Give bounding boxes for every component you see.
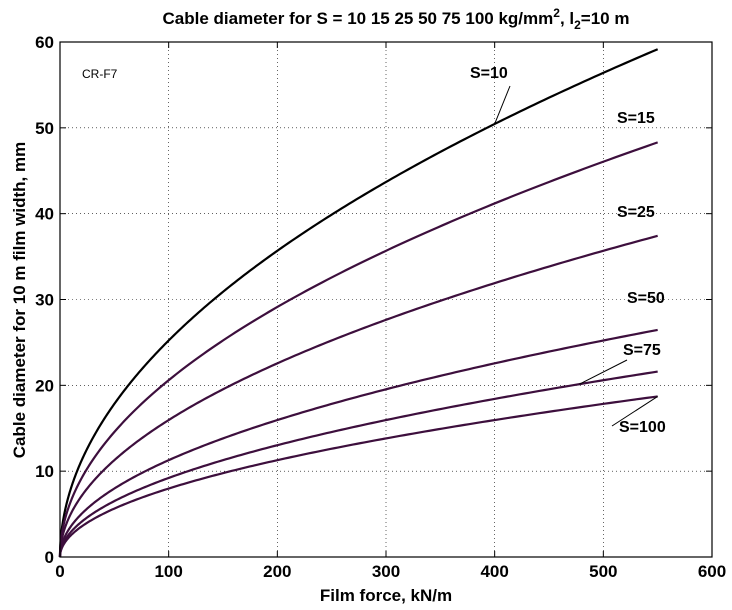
series-label-s-25: S=25 (617, 204, 655, 221)
series-line-s-10 (58, 48, 659, 558)
x-tick-label: 500 (589, 562, 617, 581)
y-tick-label: 50 (35, 119, 54, 138)
series-label-s-50: S=50 (627, 290, 665, 307)
series-label-s-100: S=100 (619, 419, 666, 436)
series-line-s-100 (58, 395, 658, 558)
leader-line-s-10 (494, 85, 511, 125)
x-tick-label: 400 (480, 562, 508, 581)
grid (60, 42, 712, 557)
x-tick-label: 200 (263, 562, 291, 581)
series-line-s-15 (58, 141, 659, 558)
y-axis-label: Cable diameter for 10 m film width, mm (10, 142, 29, 458)
leader-line-s-75 (579, 359, 628, 385)
series-label-s-10: S=10 (470, 65, 508, 82)
x-tick-label: 0 (55, 562, 64, 581)
figure-annotation: CR-F7 (82, 67, 118, 81)
series-line-s-75 (58, 370, 658, 558)
y-tick-label: 0 (45, 548, 54, 567)
leader-line-s-100 (611, 396, 658, 427)
y-tick-label: 30 (35, 291, 54, 310)
chart-title: Cable diameter for S = 10 15 25 50 75 10… (163, 6, 630, 32)
x-tick-label: 300 (372, 562, 400, 581)
x-axis-label: Film force, kN/m (320, 586, 452, 605)
series-labels: S=10 S=15 S=25 S=50 S=75 S=100 (470, 65, 666, 436)
y-tick-label: 10 (35, 462, 54, 481)
y-tick-label: 40 (35, 205, 54, 224)
y-tick-label: 20 (35, 376, 54, 395)
series-label-s-75: S=75 (623, 342, 661, 359)
series-line-s-50 (58, 328, 658, 558)
leader-lines (494, 85, 658, 427)
plot-frame (59, 41, 713, 558)
x-tick-label: 100 (154, 562, 182, 581)
x-tick-label: 600 (698, 562, 726, 581)
axis-ticks: 0 100 200 300 400 500 600 0 10 20 30 40 50 60 (35, 33, 726, 581)
series-label-s-15: S=15 (617, 110, 655, 127)
series-line-s-25 (58, 234, 658, 558)
series-lines (58, 48, 659, 558)
y-tick-label: 60 (35, 33, 54, 52)
